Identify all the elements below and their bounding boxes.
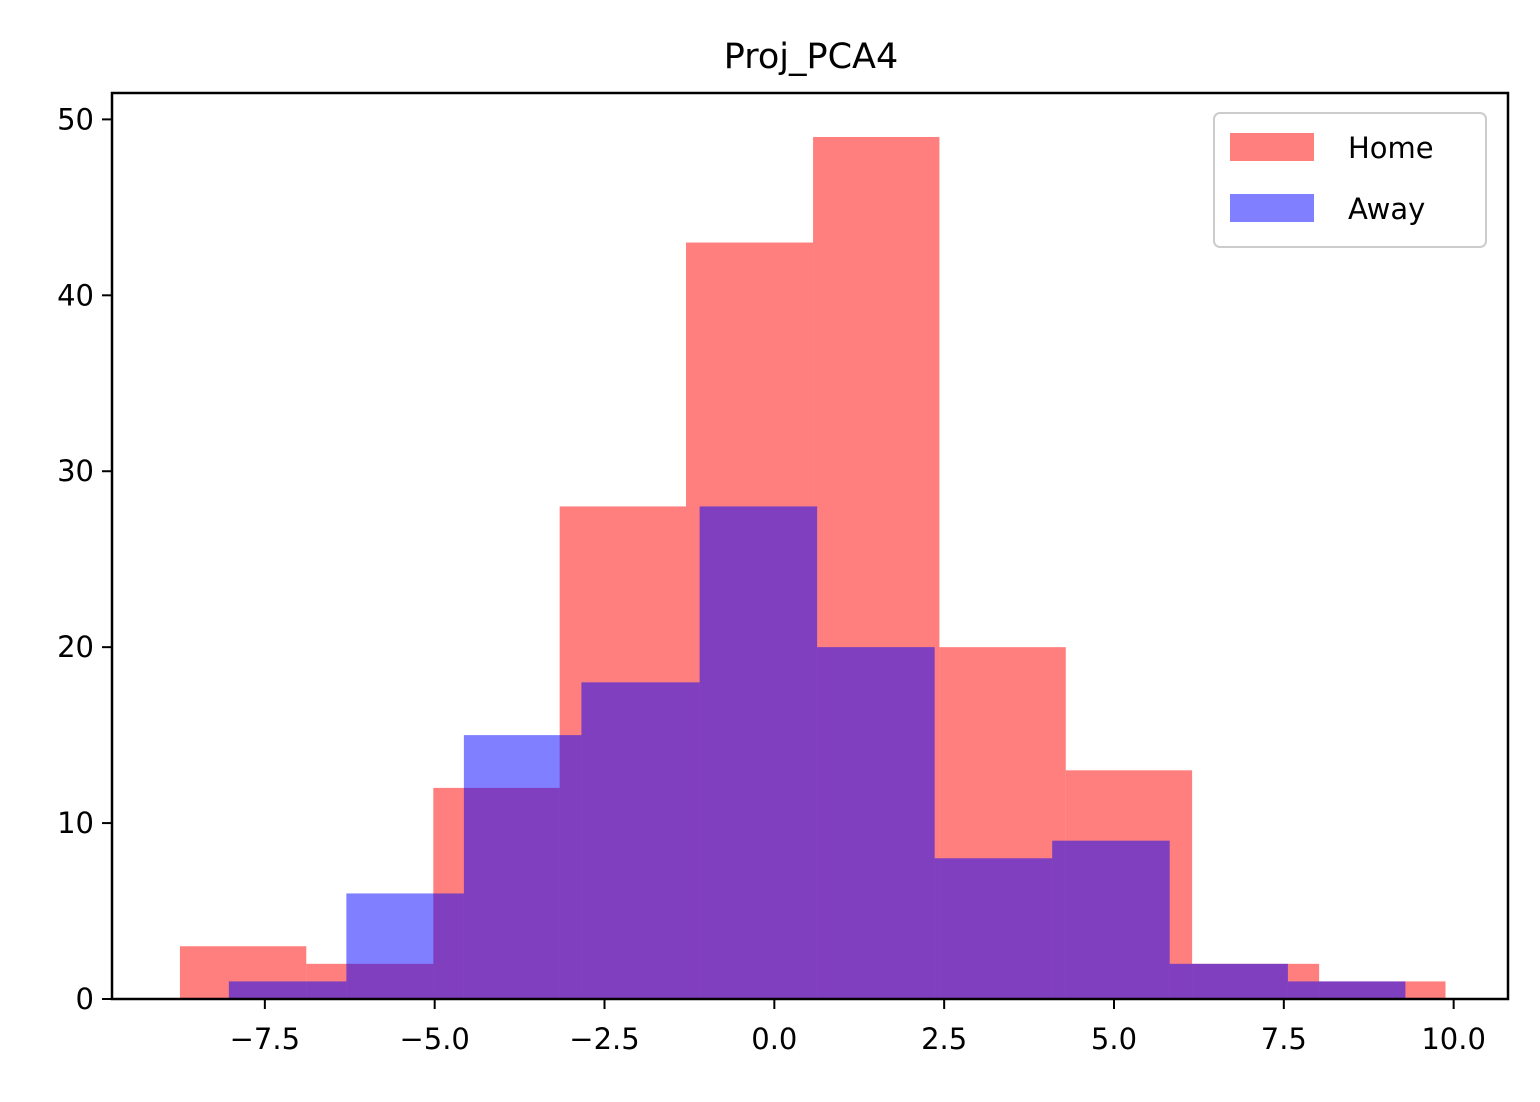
x-tick-label-7: 10.0	[1421, 1022, 1486, 1056]
bar-away-2	[463, 735, 582, 999]
legend-label-home: Home	[1348, 131, 1434, 165]
bar-away-8	[1169, 963, 1288, 999]
y-tick-label-1: 10	[57, 806, 94, 840]
axes-frame	[110, 91, 1510, 1001]
y-tick-label-5: 50	[57, 102, 94, 136]
bar-away-4	[699, 506, 818, 999]
bar-away-3	[581, 682, 700, 999]
ticks-layer: −7.5 −5.0 −2.5 0.0 2.5 5.0 7.5 10.0 0 10 20 30 40 50	[57, 102, 1486, 1056]
x-tick-label-2: −2.5	[569, 1022, 639, 1056]
legend-swatch-away	[1230, 194, 1314, 222]
x-tick-label-3: 0.0	[751, 1022, 797, 1056]
legend-label-away: Away	[1348, 192, 1425, 226]
legend-swatch-home	[1230, 133, 1314, 161]
bar-away-0	[228, 981, 347, 999]
bar-away-1	[346, 893, 464, 999]
x-tick-label-5: 5.0	[1091, 1022, 1137, 1056]
x-tick-label-1: −5.0	[399, 1022, 469, 1056]
chart-title: Proj_PCA4	[724, 37, 899, 77]
bar-away-9	[1287, 981, 1406, 999]
bar-away-7	[1052, 840, 1170, 999]
bar-away-5	[817, 647, 935, 999]
y-tick-label-4: 40	[57, 278, 94, 312]
x-tick-label-4: 2.5	[921, 1022, 967, 1056]
x-tick-label-6: 7.5	[1261, 1022, 1307, 1056]
y-tick-label-3: 30	[57, 454, 94, 488]
axes-layer	[110, 91, 1510, 1001]
y-tick-label-2: 20	[57, 630, 94, 664]
bars-layer	[179, 136, 1446, 999]
legend[interactable]: Home Away	[1213, 112, 1487, 248]
bar-away-6	[934, 858, 1053, 999]
y-tick-label-0: 0	[76, 982, 94, 1016]
x-tick-label-0: −7.5	[230, 1022, 300, 1056]
